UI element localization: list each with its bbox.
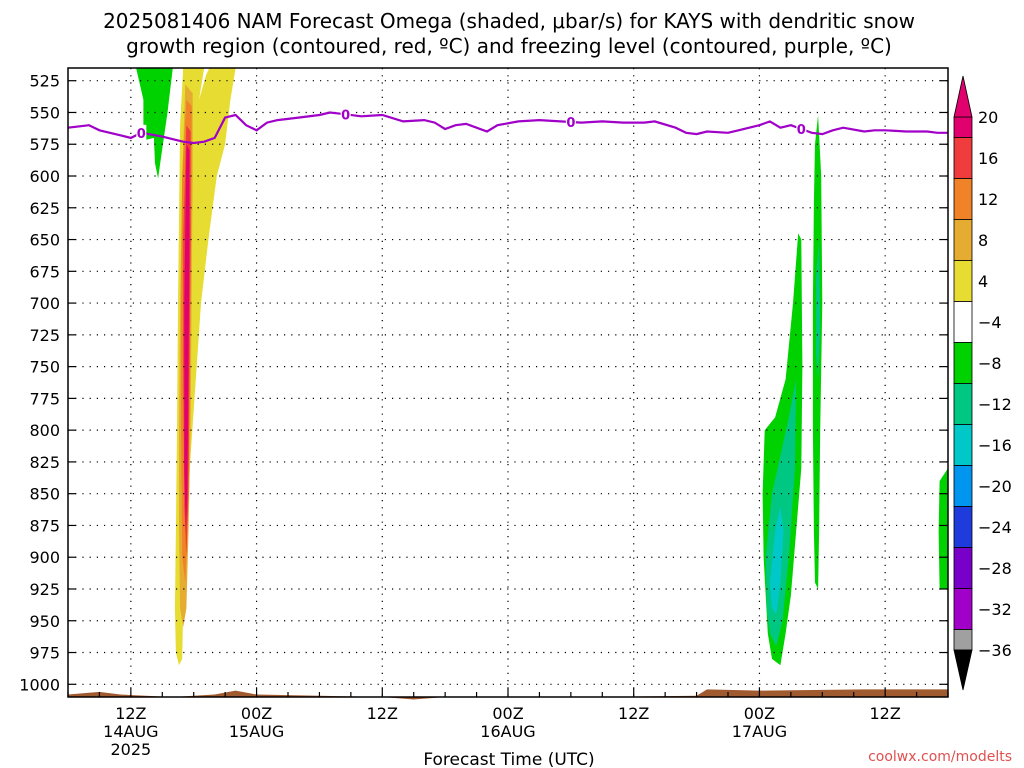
y-tick-label-900: 900 [29,548,60,567]
x-tick-year-6: 2025 [110,740,151,759]
y-tick-label-675: 675 [29,262,60,281]
legend-swatch-12 [953,588,973,630]
x-tick-label-42: 00Z [492,704,523,723]
x-tick-label-54: 12Z [618,704,649,723]
y-tick-label-600: 600 [29,167,60,186]
legend-swatch-0 [953,116,973,138]
y-tick-label-875: 875 [29,516,60,535]
legend-swatch-10 [953,506,973,548]
color-legend: 20 16 12 8 4 −4 −8 −12 −16 −20 −24 −28 −32 −36 [953,75,1012,691]
legend-swatch-6 [953,342,973,384]
x-axis-label: Forecast Time (UTC) [423,750,594,768]
y-tick-label-975: 975 [29,644,60,663]
freezing-label-bg-2 [565,114,576,131]
legend-swatch-8 [953,424,973,466]
legend-label-0: 20 [978,108,998,127]
omega-region-8 [769,506,784,615]
y-tick-label-725: 725 [29,326,60,345]
chart-title-line1: 2025081406 NAM Forecast Omega (shaded, μ… [103,9,915,33]
legend-swatch-11 [953,547,973,589]
legend-label-12: −32 [978,600,1012,619]
y-tick-label-1000: 1000 [19,675,60,694]
y-tick-label-800: 800 [29,421,60,440]
freezing-label-2: 0 [566,116,575,131]
legend-label-8: −16 [978,436,1012,455]
freezing-level-line [67,111,948,145]
x-tick-label-18: 00Z [241,704,272,723]
legend-label-9: −20 [978,477,1012,496]
legend-label-11: −28 [978,559,1012,578]
y-tick-label-625: 625 [29,199,60,218]
omega-region-11 [938,468,948,589]
y-tick-label-850: 850 [29,485,60,504]
freezing-label-bg-3 [796,120,807,137]
legend-label-5: −4 [978,313,1002,332]
legend-label-3: 8 [978,231,988,250]
x-tick-label-78: 12Z [869,704,900,723]
omega-region-10 [816,239,821,380]
y-tick-label-950: 950 [29,612,60,631]
legend-label-13: −36 [978,641,1012,660]
credit-text: coolwx.com/modelts [868,749,1012,765]
plot-area: 0 0 0 0 525 550 575 600 625 650 675 700 725 750 775 800… [19,67,949,759]
x-tick-label-30: 12Z [367,704,398,723]
x-tick-label-6: 12Z [115,704,146,723]
y-tick-label-700: 700 [29,294,60,313]
legend-label-6: −8 [978,354,1002,373]
legend-top-arrow [953,75,973,118]
freezing-label-0: 0 [137,127,146,142]
freezing-label-bg-0 [136,124,147,141]
omega-region-5 [184,144,190,532]
legend-swatch-13 [953,629,973,651]
x-tick-date-42: 16AUG [480,722,535,741]
legend-swatch-5 [953,301,973,343]
legend-label-7: −12 [978,395,1012,414]
legend-swatch-7 [953,383,973,425]
chart-title-line2: growth region (contoured, red, ºC) and f… [126,34,892,58]
legend-label-1: 16 [978,149,998,168]
freezing-label-3: 0 [797,123,806,138]
y-tick-label-825: 825 [29,453,60,472]
y-tick-label-925: 925 [29,580,60,599]
legend-swatch-4 [953,260,973,302]
freezing-label-1: 0 [341,108,350,123]
y-tick-label-575: 575 [29,135,60,154]
x-tick-date-6: 14AUG [103,722,158,741]
legend-swatch-1 [953,137,973,179]
y-tick-label-650: 650 [29,231,60,250]
legend-bottom-arrow [953,649,973,691]
x-tick-label-66: 00Z [744,704,775,723]
x-tick-date-66: 17AUG [732,722,787,741]
y-tick-label-750: 750 [29,358,60,377]
y-tick-label-525: 525 [29,72,60,91]
x-tick-date-18: 15AUG [229,722,284,741]
omega-region-0 [136,68,173,179]
freezing-label-bg-1 [340,106,351,123]
legend-swatch-3 [953,219,973,261]
legend-swatch-9 [953,465,973,507]
legend-label-10: −24 [978,518,1012,537]
legend-swatch-2 [953,178,973,220]
legend-label-2: 12 [978,190,998,209]
y-tick-label-775: 775 [29,389,60,408]
legend-label-4: 4 [978,272,988,291]
y-tick-label-550: 550 [29,103,60,122]
